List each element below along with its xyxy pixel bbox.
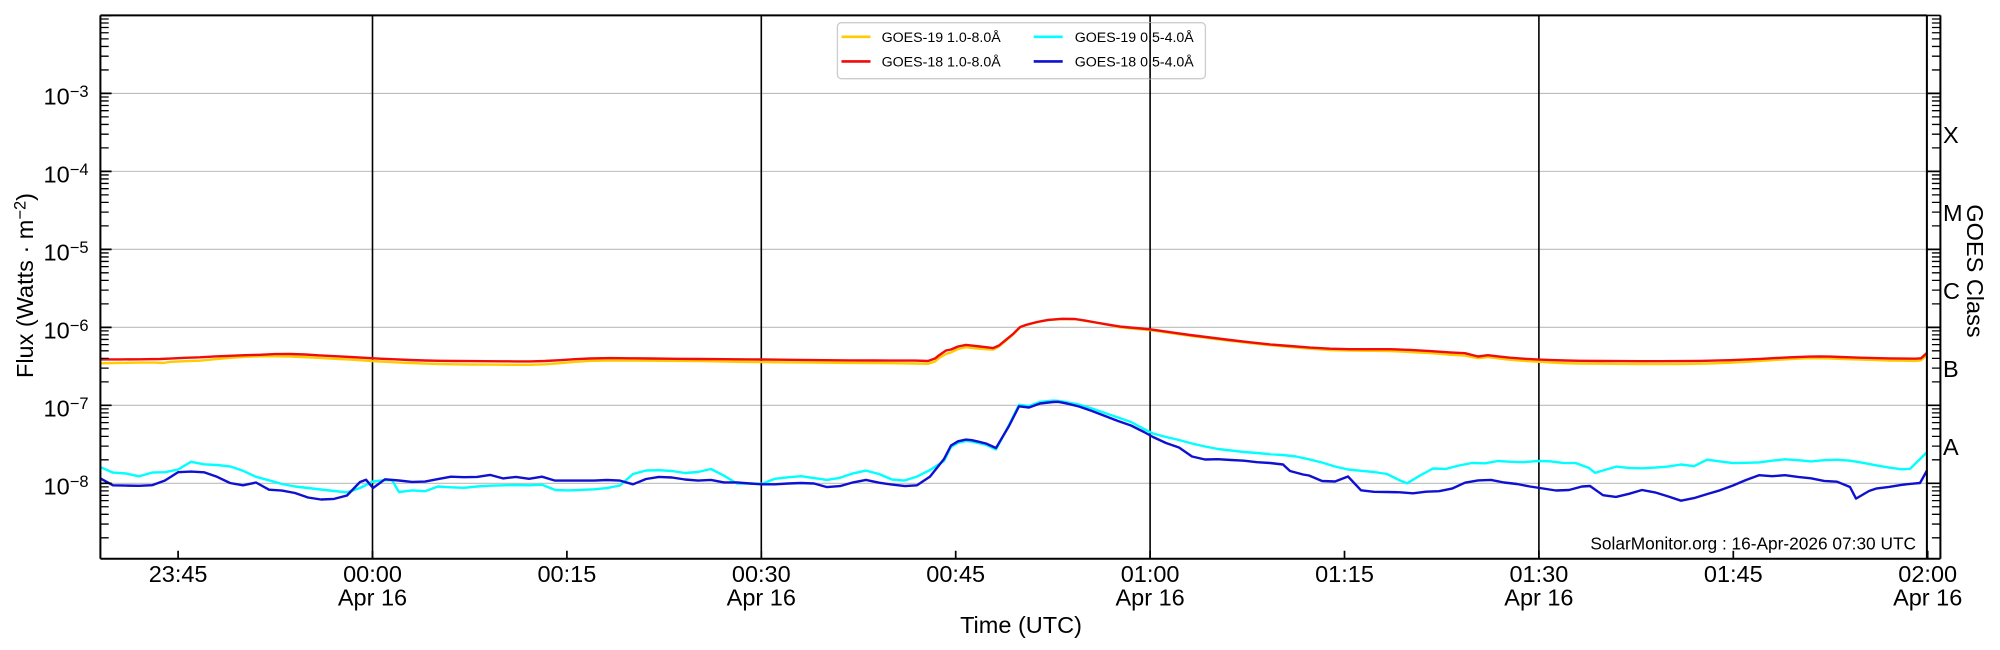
svg-text:01:30: 01:30 (1509, 561, 1568, 587)
svg-text:GOES-19 1.0-8.0Å: GOES-19 1.0-8.0Å (882, 29, 1002, 46)
svg-text:Flux (Watts · m−2): Flux (Watts · m−2) (12, 193, 39, 378)
svg-text:M: M (1943, 200, 1963, 226)
svg-text:Apr 16: Apr 16 (338, 585, 407, 611)
svg-text:01:45: 01:45 (1704, 561, 1763, 587)
svg-text:GOES Class: GOES Class (1962, 204, 1988, 337)
svg-text:B: B (1943, 356, 1959, 382)
svg-text:02:00: 02:00 (1898, 561, 1957, 587)
svg-text:10−4: 10−4 (44, 161, 89, 188)
svg-text:00:00: 00:00 (343, 561, 402, 587)
svg-text:A: A (1943, 434, 1959, 460)
svg-text:C: C (1943, 278, 1960, 304)
svg-text:10−8: 10−8 (44, 473, 89, 500)
svg-text:Apr 16: Apr 16 (1115, 585, 1184, 611)
svg-text:01:15: 01:15 (1315, 561, 1374, 587)
svg-text:23:45: 23:45 (149, 561, 208, 587)
svg-text:Time (UTC): Time (UTC) (960, 612, 1082, 638)
svg-text:00:45: 00:45 (926, 561, 985, 587)
svg-text:10−6: 10−6 (44, 317, 89, 344)
svg-text:Apr 16: Apr 16 (1893, 585, 1962, 611)
svg-text:GOES-19 0.5-4.0Å: GOES-19 0.5-4.0Å (1075, 29, 1195, 46)
svg-text:10−5: 10−5 (44, 239, 89, 266)
svg-text:00:15: 00:15 (537, 561, 596, 587)
svg-text:X: X (1943, 122, 1959, 148)
svg-text:Apr 16: Apr 16 (1504, 585, 1573, 611)
svg-text:01:00: 01:00 (1121, 561, 1180, 587)
svg-text:GOES-18 1.0-8.0Å: GOES-18 1.0-8.0Å (882, 53, 1002, 70)
svg-text:00:30: 00:30 (732, 561, 791, 587)
svg-text:Apr 16: Apr 16 (727, 585, 796, 611)
svg-text:GOES-18 0.5-4.0Å: GOES-18 0.5-4.0Å (1075, 53, 1195, 70)
svg-text:SolarMonitor.org : 16-Apr-2026: SolarMonitor.org : 16-Apr-2026 07:30 UTC (1590, 534, 1916, 554)
